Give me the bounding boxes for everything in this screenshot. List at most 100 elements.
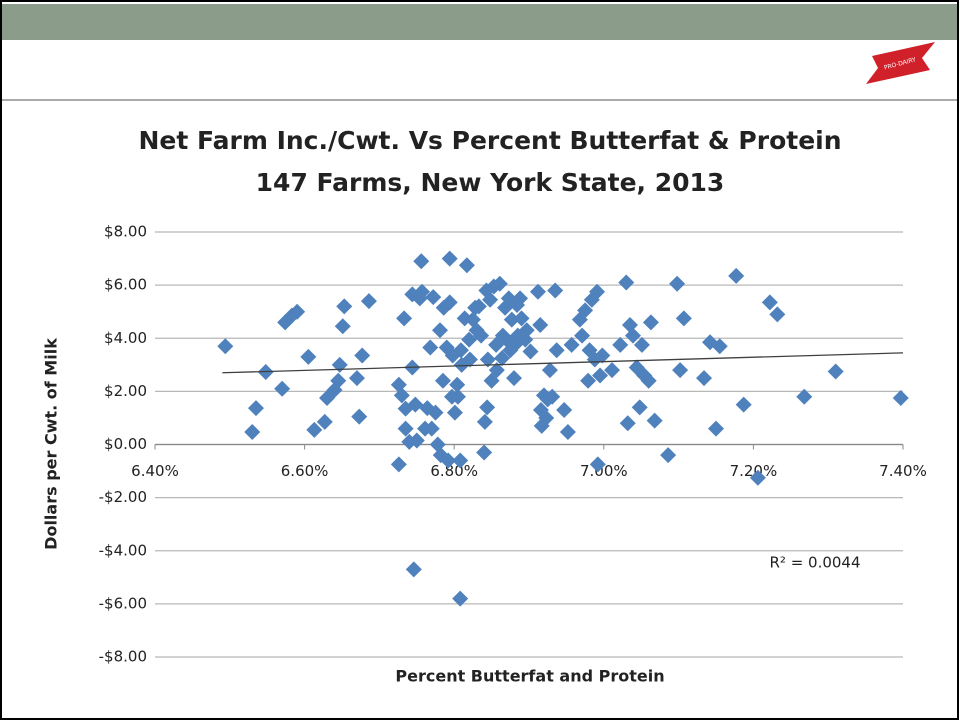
point bbox=[749, 469, 766, 486]
point bbox=[479, 399, 496, 416]
point bbox=[407, 396, 424, 413]
point bbox=[330, 372, 347, 389]
y-tick-label: -$2.00 bbox=[99, 488, 147, 506]
point bbox=[633, 336, 650, 353]
point bbox=[696, 370, 713, 387]
point bbox=[449, 376, 466, 393]
point bbox=[544, 388, 561, 405]
point bbox=[458, 257, 475, 274]
point bbox=[244, 424, 261, 441]
point bbox=[414, 283, 431, 300]
x-tick-label: 6.40% bbox=[131, 462, 179, 480]
point bbox=[217, 338, 234, 355]
point bbox=[497, 299, 514, 316]
point bbox=[452, 452, 469, 469]
point bbox=[506, 370, 523, 387]
y-tick-label: $2.00 bbox=[104, 382, 147, 400]
x-tick-label: 6.80% bbox=[430, 462, 478, 480]
point bbox=[563, 336, 580, 353]
point bbox=[413, 253, 430, 270]
point bbox=[452, 342, 469, 359]
point bbox=[529, 283, 546, 300]
point bbox=[390, 456, 407, 473]
point bbox=[612, 336, 629, 353]
point bbox=[470, 298, 487, 315]
point bbox=[728, 267, 745, 284]
point bbox=[547, 282, 564, 299]
logo-shape bbox=[866, 42, 935, 84]
point bbox=[574, 327, 591, 344]
point bbox=[660, 447, 677, 464]
point bbox=[503, 311, 520, 328]
point bbox=[589, 283, 606, 300]
point bbox=[427, 404, 444, 421]
point bbox=[441, 294, 458, 311]
point bbox=[577, 302, 594, 319]
point bbox=[274, 380, 291, 397]
point bbox=[422, 339, 439, 356]
point bbox=[589, 456, 606, 473]
point bbox=[336, 298, 353, 315]
point bbox=[624, 327, 641, 344]
point bbox=[434, 372, 451, 389]
point bbox=[473, 327, 490, 344]
point bbox=[449, 388, 466, 405]
point bbox=[500, 290, 517, 307]
trendline bbox=[222, 352, 904, 374]
point bbox=[541, 362, 558, 379]
point bbox=[512, 290, 529, 307]
point bbox=[476, 444, 493, 461]
point bbox=[522, 343, 539, 360]
point bbox=[592, 367, 609, 384]
x-axis-label: Percent Butterfat and Protein bbox=[395, 667, 664, 686]
point bbox=[618, 274, 635, 291]
point bbox=[532, 316, 549, 333]
point bbox=[827, 363, 844, 380]
y-tick-label: $8.00 bbox=[104, 223, 147, 241]
point bbox=[640, 372, 657, 389]
point bbox=[351, 408, 368, 425]
point bbox=[548, 342, 565, 359]
point bbox=[408, 432, 425, 449]
r-squared: R² = 0.0044 bbox=[769, 554, 860, 572]
point bbox=[675, 310, 692, 327]
y-tick-label: -$6.00 bbox=[99, 594, 147, 612]
point bbox=[538, 409, 555, 426]
point bbox=[642, 314, 659, 331]
point bbox=[316, 413, 333, 430]
point bbox=[396, 310, 413, 327]
y-axis-label: Dollars per Cwt. of Milk bbox=[42, 338, 61, 550]
point bbox=[393, 387, 410, 404]
y-tick-label: -$4.00 bbox=[99, 541, 147, 559]
point bbox=[405, 561, 422, 578]
x-tick-label: 7.20% bbox=[730, 462, 778, 480]
x-tick-label: 7.00% bbox=[580, 462, 628, 480]
point bbox=[425, 289, 442, 306]
point bbox=[397, 420, 414, 437]
point bbox=[360, 293, 377, 310]
point bbox=[769, 306, 786, 323]
point bbox=[440, 452, 457, 469]
point bbox=[494, 350, 511, 367]
y-tick-label: -$8.00 bbox=[99, 648, 147, 666]
chart-subtitle: 147 Farms, New York State, 2013 bbox=[256, 168, 725, 197]
y-tick-label: $0.00 bbox=[104, 435, 147, 453]
point bbox=[479, 351, 496, 368]
point bbox=[559, 424, 576, 441]
point bbox=[796, 388, 813, 405]
x-tick-label: 6.60% bbox=[281, 462, 329, 480]
point bbox=[711, 338, 728, 355]
point bbox=[431, 322, 448, 339]
y-tick-label: $4.00 bbox=[104, 329, 147, 347]
point bbox=[892, 390, 909, 407]
point bbox=[669, 275, 686, 292]
point bbox=[334, 318, 351, 335]
point bbox=[672, 362, 689, 379]
point bbox=[300, 348, 317, 365]
point bbox=[488, 362, 505, 379]
header-bar bbox=[2, 4, 957, 40]
point bbox=[423, 420, 440, 437]
point bbox=[491, 275, 508, 292]
